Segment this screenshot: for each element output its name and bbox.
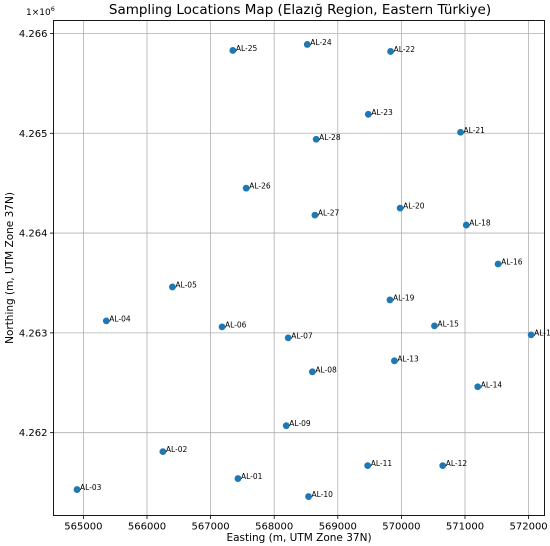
data-point-al-27	[311, 211, 319, 219]
data-point-al-25	[229, 47, 237, 54]
y-axis-label: Northing (m, UTM Zone 37N)	[4, 192, 16, 344]
data-point-al-21	[457, 128, 464, 136]
point-label: AL-19	[393, 293, 415, 302]
y-tick-label: 4.266	[19, 29, 48, 40]
data-point-al-01	[234, 475, 242, 482]
axis-ticks: 565000 566000 567000 568000 569000 570000 5710…	[19, 29, 548, 533]
data-point-al-17	[527, 331, 535, 339]
data-point-al-24	[303, 41, 311, 48]
data-point-al-22	[387, 48, 394, 55]
data-point-al-10	[305, 493, 312, 500]
y-tick-label: 4.263	[19, 328, 48, 339]
point-label: AL-13	[397, 354, 419, 363]
chart-title: Sampling Locations Map (Elazığ Region, E…	[109, 2, 491, 18]
point-label: AL-04	[109, 314, 131, 323]
data-point-al-03	[73, 486, 81, 493]
data-point-al-13	[391, 357, 398, 365]
point-label: AL-20	[403, 202, 425, 211]
x-tick-label: 567000	[192, 522, 230, 533]
point-label: AL-11	[371, 459, 393, 468]
data-point-al-11	[364, 462, 372, 470]
point-label: AL-28	[319, 133, 341, 142]
point-label: AL-17	[534, 328, 550, 337]
point-label: AL-27	[318, 209, 340, 218]
point-label: AL-02	[166, 445, 188, 454]
data-point-al-02	[159, 448, 167, 456]
x-tick-label: 572000	[510, 522, 548, 533]
y-tick-label: 4.264	[19, 229, 48, 240]
point-label: AL-05	[175, 280, 197, 289]
point-label: AL-15	[437, 319, 459, 328]
data-point-al-12	[439, 462, 447, 470]
y-axis-offset-label: 1×106	[26, 5, 55, 18]
point-label: AL-01	[241, 472, 263, 481]
data-point-al-05	[169, 283, 176, 291]
point-label: AL-07	[291, 331, 313, 340]
point-label: AL-24	[310, 38, 332, 47]
y-tick-label: 4.265	[19, 129, 48, 140]
data-point-al-07	[284, 334, 292, 342]
point-label: AL-23	[371, 108, 393, 117]
point-label: AL-09	[289, 419, 311, 428]
point-label: AL-25	[236, 44, 258, 53]
x-tick-label: 568000	[255, 522, 293, 533]
y-tick-label: 4.262	[19, 428, 48, 439]
x-tick-label: 571000	[446, 522, 484, 533]
data-point-al-15	[431, 322, 438, 330]
data-point-al-04	[102, 317, 110, 325]
plot-frame	[53, 20, 545, 516]
data-point-al-06	[218, 323, 226, 331]
x-tick-label: 569000	[319, 522, 357, 533]
data-point-al-08	[308, 368, 316, 376]
x-tick-label: 566000	[128, 522, 166, 533]
point-label: AL-12	[446, 459, 468, 468]
point-label: AL-22	[394, 45, 416, 54]
data-point-al-23	[364, 110, 372, 118]
x-axis-label: Easting (m, UTM Zone 37N)	[226, 532, 371, 544]
data-point-al-14	[474, 383, 482, 391]
x-tick-label: 565000	[64, 522, 102, 533]
x-tick-label: 570000	[382, 522, 420, 533]
point-label: AL-06	[225, 320, 247, 329]
point-label: AL-14	[481, 380, 503, 389]
point-label: AL-21	[464, 126, 486, 135]
point-label: AL-10	[312, 490, 334, 499]
data-point-al-28	[312, 135, 320, 143]
point-label: AL-16	[501, 258, 523, 267]
point-label: AL-03	[80, 483, 102, 492]
point-label: AL-26	[249, 182, 271, 191]
data-points: AL-01 AL-02 AL-03 AL-04 AL-05 AL-06 AL-07 AL-08…	[73, 38, 550, 500]
data-point-al-26	[242, 184, 250, 192]
point-label: AL-18	[469, 219, 491, 228]
data-point-al-16	[494, 260, 502, 268]
data-point-al-20	[396, 204, 404, 212]
data-point-al-18	[462, 221, 470, 229]
grid	[53, 20, 545, 516]
data-point-al-09	[282, 422, 290, 430]
point-label: AL-08	[315, 365, 337, 374]
data-point-al-19	[386, 296, 394, 304]
